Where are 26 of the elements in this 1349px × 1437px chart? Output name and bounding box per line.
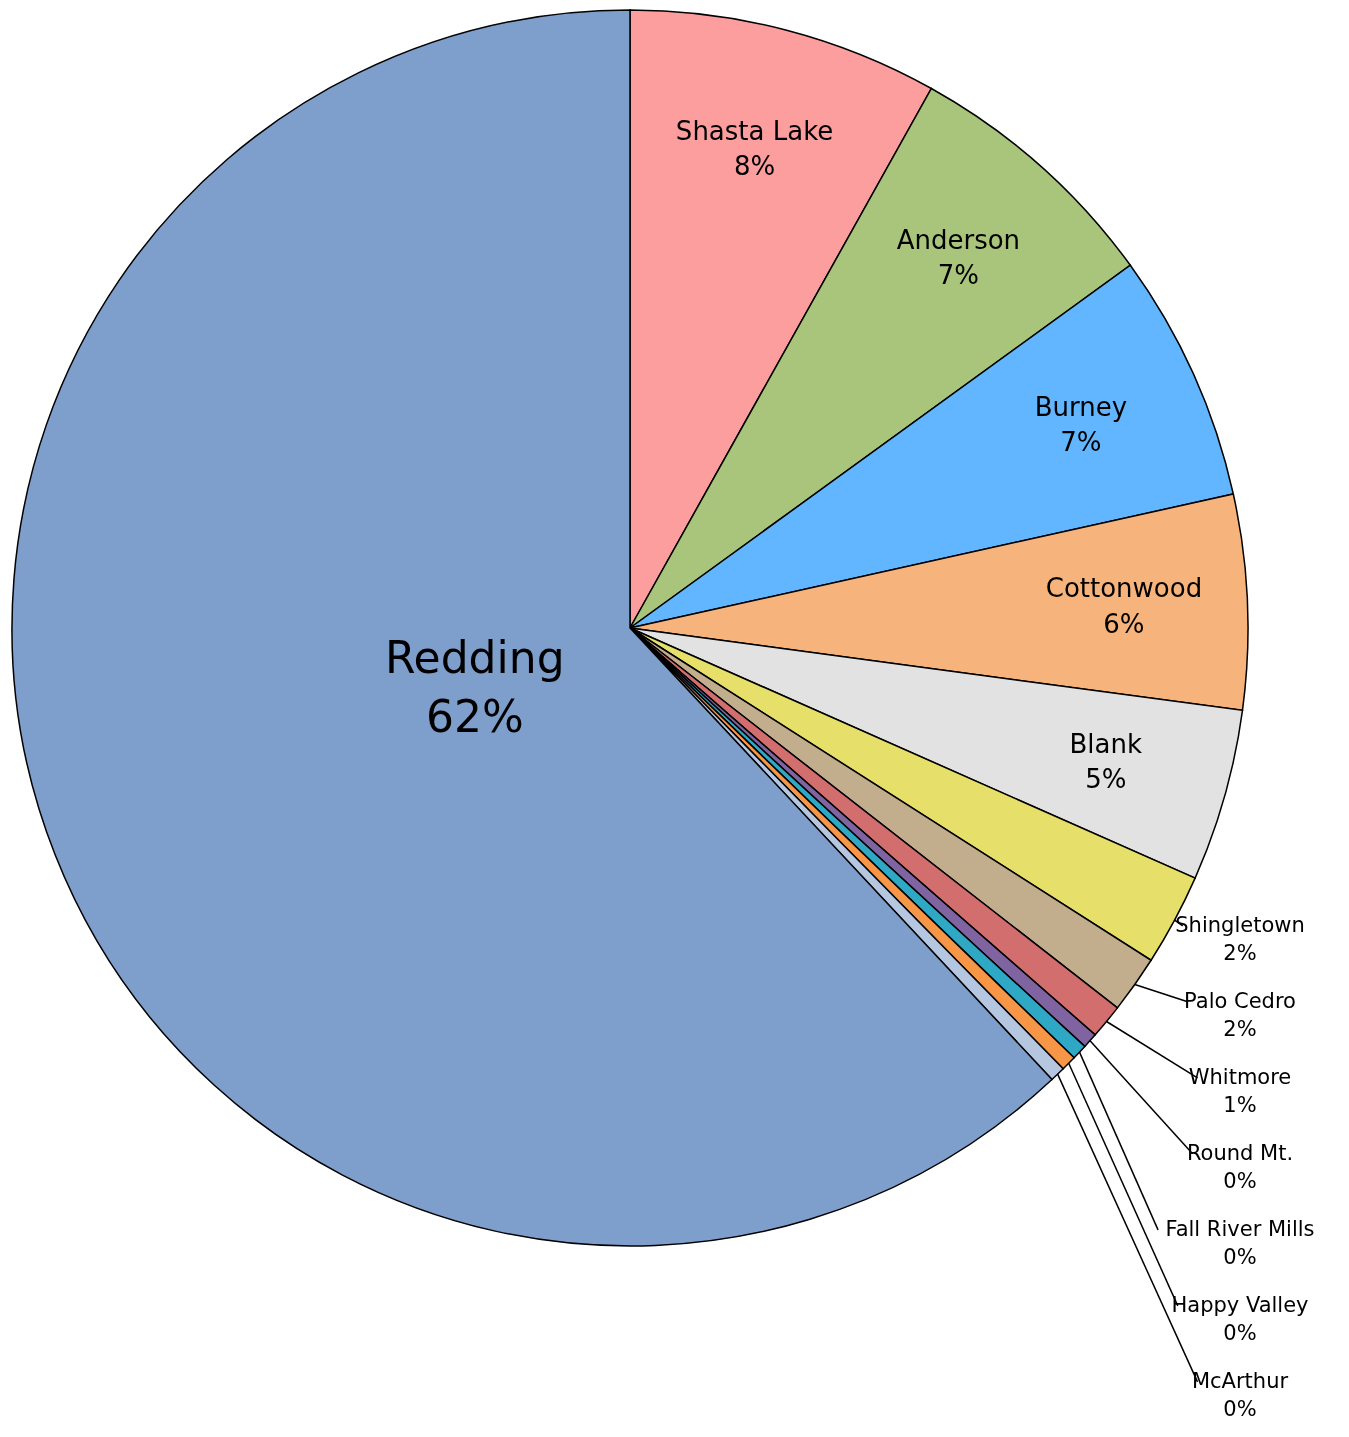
slice-label: Fall River Mills (1165, 1216, 1315, 1241)
data-label: 0% (1223, 1169, 1257, 1194)
slice-label: Shasta Lake (675, 116, 834, 146)
slice-label: Blank (1069, 728, 1143, 759)
data-label: 0% (1223, 1245, 1257, 1270)
data-label: 0% (1223, 1397, 1257, 1422)
data-label: 6% (1103, 608, 1145, 639)
slice-label: Happy Valley (1171, 1292, 1309, 1317)
data-label: 8% (733, 151, 776, 182)
data-label: 2% (1223, 941, 1257, 966)
data-label: 7% (1060, 426, 1102, 457)
data-label: 0% (1223, 1321, 1257, 1346)
slice-label: Whitmore (1188, 1064, 1292, 1089)
slice-label: Cottonwood (1045, 573, 1203, 604)
slice-label: Round Mt. (1186, 1140, 1294, 1165)
slice-label: Redding (385, 631, 565, 683)
data-label: 7% (937, 259, 980, 290)
data-label: 1% (1223, 1093, 1257, 1118)
slice-label: Shingletown (1175, 912, 1305, 937)
data-label: 2% (1223, 1017, 1257, 1042)
slice-label: McArthur (1191, 1368, 1289, 1393)
slice-label: Burney (1034, 391, 1128, 422)
data-label: 5% (1085, 763, 1127, 794)
slice-label: Anderson (896, 224, 1021, 255)
data-label: 62% (425, 690, 524, 742)
slice-label: Palo Cedro (1184, 988, 1296, 1013)
